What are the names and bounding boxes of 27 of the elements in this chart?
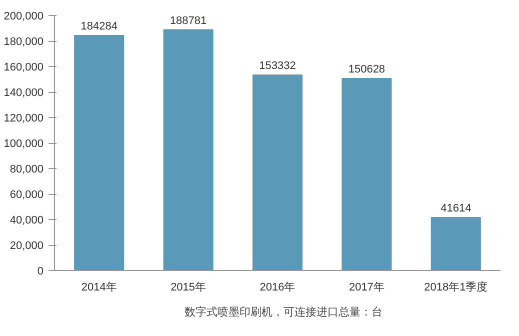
y-tick-label: 160,000 bbox=[4, 62, 44, 74]
data-label: 153332 bbox=[259, 60, 296, 72]
y-tick-label: 140,000 bbox=[4, 87, 44, 99]
x-tick-label: 2017年 bbox=[348, 282, 384, 294]
data-label: 150628 bbox=[348, 63, 386, 76]
y-tick-label: 80,000 bbox=[10, 164, 44, 176]
y-tick-label: 180,000 bbox=[4, 36, 44, 48]
bar bbox=[252, 74, 303, 270]
text: 数字式喷墨印刷机，可连接进口总量：台 bbox=[184, 305, 382, 320]
y-tick-label: 40,000 bbox=[10, 214, 44, 226]
x-tick-label: 2014年 bbox=[81, 282, 117, 294]
data-label: 188781 bbox=[170, 14, 207, 27]
x-tick-label: 2018年1季度 bbox=[424, 280, 488, 294]
x-tick-label: 2016年 bbox=[260, 282, 296, 294]
bar bbox=[342, 78, 392, 270]
y-tick-label: 120,000 bbox=[4, 112, 44, 124]
y-tick-label: 200,000 bbox=[4, 10, 44, 22]
y-tick-label: 100,000 bbox=[4, 138, 44, 150]
bar bbox=[430, 216, 481, 270]
y-tick-label: 20,000 bbox=[10, 240, 44, 252]
data-label: 184284 bbox=[80, 20, 118, 33]
data-label: 41614 bbox=[440, 202, 472, 214]
y-tick-label: 0 bbox=[37, 266, 44, 278]
bar bbox=[74, 35, 124, 270]
x-tick-label: 2015年 bbox=[170, 282, 206, 294]
y-tick-label: 60,000 bbox=[10, 189, 44, 201]
bar bbox=[163, 29, 214, 270]
